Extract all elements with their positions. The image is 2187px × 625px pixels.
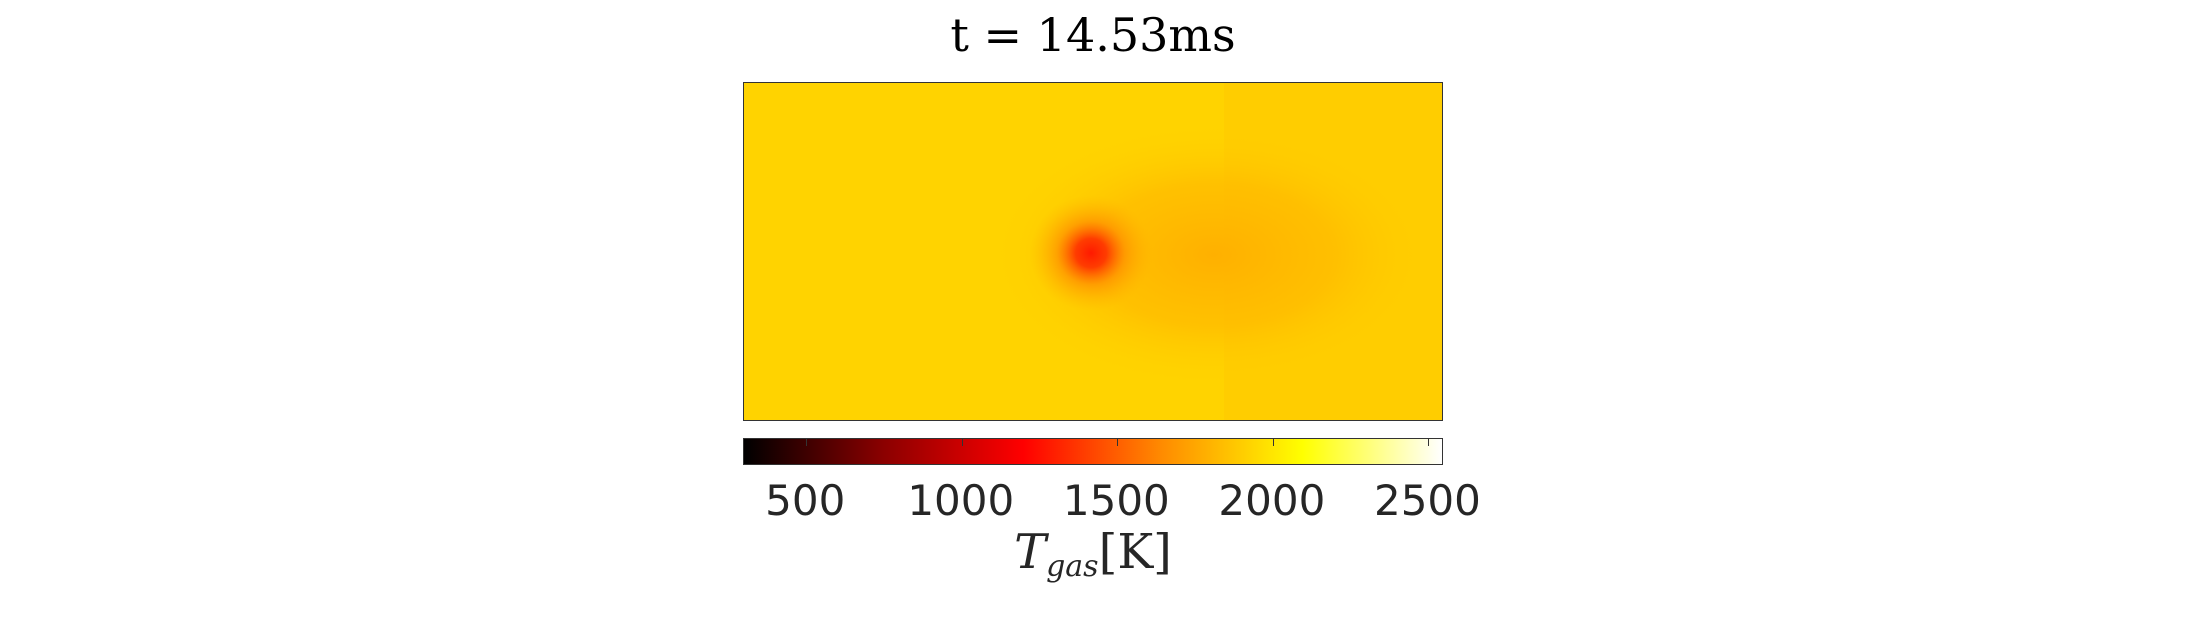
heatmap-hot-spot <box>1029 195 1153 311</box>
colorbar-label-subscript: gas <box>1046 549 1099 584</box>
chart-title: t = 14.53ms <box>950 8 1236 62</box>
colorbar-label-unit: [K] <box>1098 524 1172 580</box>
colorbar-tick-label: 1000 <box>907 476 1015 525</box>
colorbar-tick <box>1117 439 1119 446</box>
temperature-heatmap <box>743 82 1443 421</box>
colorbar-tick-label: 2500 <box>1373 476 1481 525</box>
colorbar-tick-label: 1500 <box>1062 476 1170 525</box>
heatmap-wake <box>994 125 1434 385</box>
colorbar-tick <box>1272 439 1274 446</box>
colorbar-tick <box>961 439 963 446</box>
heatmap-svg <box>744 83 1442 420</box>
colorbar-tick <box>1428 439 1430 446</box>
colorbar-tick <box>806 439 808 446</box>
colorbar-label-main: T <box>1014 524 1047 580</box>
colorbar-label: Tgas[K] <box>743 524 1443 584</box>
colorbar <box>743 438 1443 465</box>
colorbar-tick-label: 500 <box>765 476 846 525</box>
colorbar-tick-label: 2000 <box>1218 476 1326 525</box>
